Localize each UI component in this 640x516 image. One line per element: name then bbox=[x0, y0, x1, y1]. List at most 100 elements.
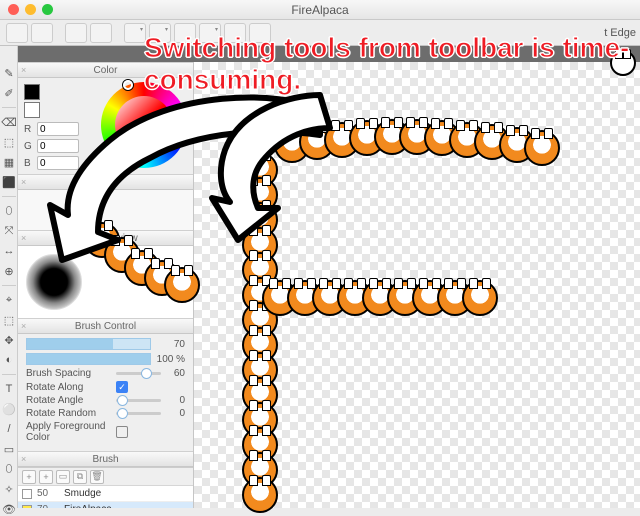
tool-icon[interactable]: ↔ bbox=[2, 244, 16, 258]
minimize-icon[interactable] bbox=[25, 4, 36, 15]
tool-icon[interactable]: ⬛ bbox=[2, 175, 16, 189]
size-value: 70 bbox=[155, 339, 185, 350]
slider[interactable] bbox=[116, 412, 161, 415]
tool-icon[interactable]: ⌖ bbox=[2, 293, 16, 307]
tool-icon[interactable]: ▦ bbox=[2, 155, 16, 169]
tool-icon[interactable]: ⬚ bbox=[2, 135, 16, 149]
brush-toolbar-button[interactable]: ⧉ bbox=[73, 470, 87, 484]
toolbar-button[interactable] bbox=[174, 23, 196, 43]
background-swatch[interactable] bbox=[24, 102, 40, 118]
size-bar[interactable] bbox=[26, 353, 151, 365]
tool-icon[interactable]: ⌫ bbox=[2, 115, 16, 129]
control-label: Apply Foreground Color bbox=[26, 421, 112, 443]
brush-toolbar-button[interactable]: + bbox=[22, 470, 36, 484]
panel-close-icon[interactable]: × bbox=[21, 233, 26, 243]
panel-header-brush: × Brush bbox=[18, 451, 193, 467]
channel-label: R bbox=[24, 124, 34, 135]
brush-stamp bbox=[462, 280, 498, 316]
panel-close-icon[interactable]: × bbox=[21, 177, 26, 187]
brush-toolbar-button[interactable]: ▭ bbox=[56, 470, 70, 484]
alpaca-logo-icon bbox=[610, 50, 636, 76]
checkbox[interactable]: ✓ bbox=[116, 381, 128, 393]
brush-list-item[interactable]: 70 FireAlpaca bbox=[18, 502, 193, 508]
tool-icon[interactable]: / bbox=[2, 422, 16, 436]
panel-title: Brush Control bbox=[75, 321, 136, 332]
tool-icon[interactable]: 👁 bbox=[2, 502, 16, 516]
wheel-marker[interactable] bbox=[123, 80, 133, 90]
brush-list-item[interactable]: 50 Smudge bbox=[18, 486, 193, 502]
slider[interactable] bbox=[116, 372, 161, 375]
tool-icon[interactable]: ⬚ bbox=[2, 313, 16, 327]
color-swatches[interactable] bbox=[24, 84, 79, 118]
tool-icon[interactable]: ⊕ bbox=[2, 264, 16, 278]
toolbar-button[interactable] bbox=[6, 23, 28, 43]
tool-icon[interactable]: ⬯ bbox=[2, 204, 16, 218]
control-label: Rotate Angle bbox=[26, 395, 112, 406]
brush-toolbar: ++▭⧉🗑 bbox=[18, 468, 193, 486]
rgb-inputs: RGB bbox=[24, 122, 79, 170]
ruler-horizontal bbox=[18, 46, 640, 62]
control-label: Rotate Along bbox=[26, 382, 112, 393]
tool-icon[interactable]: ✎ bbox=[2, 66, 16, 80]
tool-icon[interactable]: ◐ bbox=[2, 353, 16, 367]
brush-control-panel: 70100 %Brush Spacing60Rotate Along✓Rotat… bbox=[18, 334, 193, 451]
brush-panel: ++▭⧉🗑 50Smudge70FireAlpaca70FireAlpaca21… bbox=[18, 467, 193, 508]
panel-header-brushcontrol: × Brush Control bbox=[18, 318, 193, 334]
panel-close-icon[interactable]: × bbox=[21, 321, 26, 331]
color-panel: RGB bbox=[18, 78, 193, 174]
panel-title: Color bbox=[94, 65, 118, 76]
top-toolbar: t Edge bbox=[0, 20, 640, 46]
brush-size: 70 bbox=[37, 504, 59, 508]
size-bar[interactable] bbox=[26, 338, 151, 350]
panel-title: Brush bbox=[92, 454, 118, 465]
foreground-swatch[interactable] bbox=[24, 84, 40, 100]
brush-name: FireAlpaca bbox=[64, 504, 112, 508]
toolbar-button[interactable] bbox=[249, 23, 271, 43]
slider-value: 0 bbox=[165, 408, 185, 419]
window-controls bbox=[8, 4, 53, 15]
checkbox[interactable] bbox=[116, 426, 128, 438]
toolbar-dropdown[interactable] bbox=[199, 23, 221, 43]
brush-tag bbox=[22, 489, 32, 499]
tool-icon[interactable]: ⬯ bbox=[2, 462, 16, 476]
slider-value: 0 bbox=[165, 395, 185, 406]
panel-close-icon[interactable]: × bbox=[21, 454, 26, 464]
toolbar-button[interactable] bbox=[224, 23, 246, 43]
tool-icon[interactable]: ✐ bbox=[2, 86, 16, 100]
brush-list: 50Smudge70FireAlpaca70FireAlpaca2100Leaf bbox=[18, 486, 193, 508]
toolbar-button[interactable] bbox=[65, 23, 87, 43]
color-wheel[interactable] bbox=[85, 82, 187, 172]
channel-label: B bbox=[24, 158, 34, 169]
window-title: FireAlpaca bbox=[291, 3, 348, 17]
control-label: Rotate Random bbox=[26, 408, 112, 419]
brush-stamp bbox=[524, 130, 560, 166]
zoom-icon[interactable] bbox=[42, 4, 53, 15]
brush-tag bbox=[22, 505, 32, 509]
tool-icon[interactable]: ✥ bbox=[2, 333, 16, 347]
brush-size: 50 bbox=[37, 488, 59, 499]
canvas[interactable] bbox=[194, 62, 640, 508]
channel-input[interactable] bbox=[37, 139, 79, 153]
tool-icon[interactable]: ⚪ bbox=[2, 402, 16, 416]
toolbar-button[interactable] bbox=[90, 23, 112, 43]
slider[interactable] bbox=[116, 399, 161, 402]
toolbar-button[interactable] bbox=[31, 23, 53, 43]
channel-input[interactable] bbox=[37, 122, 79, 136]
brush-stamp bbox=[164, 267, 200, 303]
brush-toolbar-button[interactable]: 🗑 bbox=[90, 470, 104, 484]
tool-icon[interactable]: ⤧ bbox=[2, 224, 16, 238]
panel-close-icon[interactable]: × bbox=[21, 65, 26, 75]
tool-icon[interactable]: T bbox=[2, 382, 16, 396]
channel-label: G bbox=[24, 141, 34, 152]
toolbar-dropdown[interactable] bbox=[149, 23, 171, 43]
brush-preview bbox=[26, 254, 82, 310]
tool-icon[interactable]: ▭ bbox=[2, 442, 16, 456]
brush-name: Smudge bbox=[64, 488, 101, 499]
brush-toolbar-button[interactable]: + bbox=[39, 470, 53, 484]
panel-title: te bbox=[101, 177, 109, 188]
tool-icon[interactable]: ✧ bbox=[2, 482, 16, 496]
toolbar-dropdown[interactable] bbox=[124, 23, 146, 43]
panel-header-palette: × te bbox=[18, 174, 193, 190]
close-icon[interactable] bbox=[8, 4, 19, 15]
channel-input[interactable] bbox=[37, 156, 79, 170]
